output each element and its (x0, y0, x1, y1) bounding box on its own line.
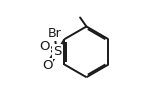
Text: S: S (53, 45, 61, 58)
Text: O: O (42, 59, 52, 72)
Text: O: O (40, 40, 50, 53)
Text: Br: Br (47, 27, 61, 40)
